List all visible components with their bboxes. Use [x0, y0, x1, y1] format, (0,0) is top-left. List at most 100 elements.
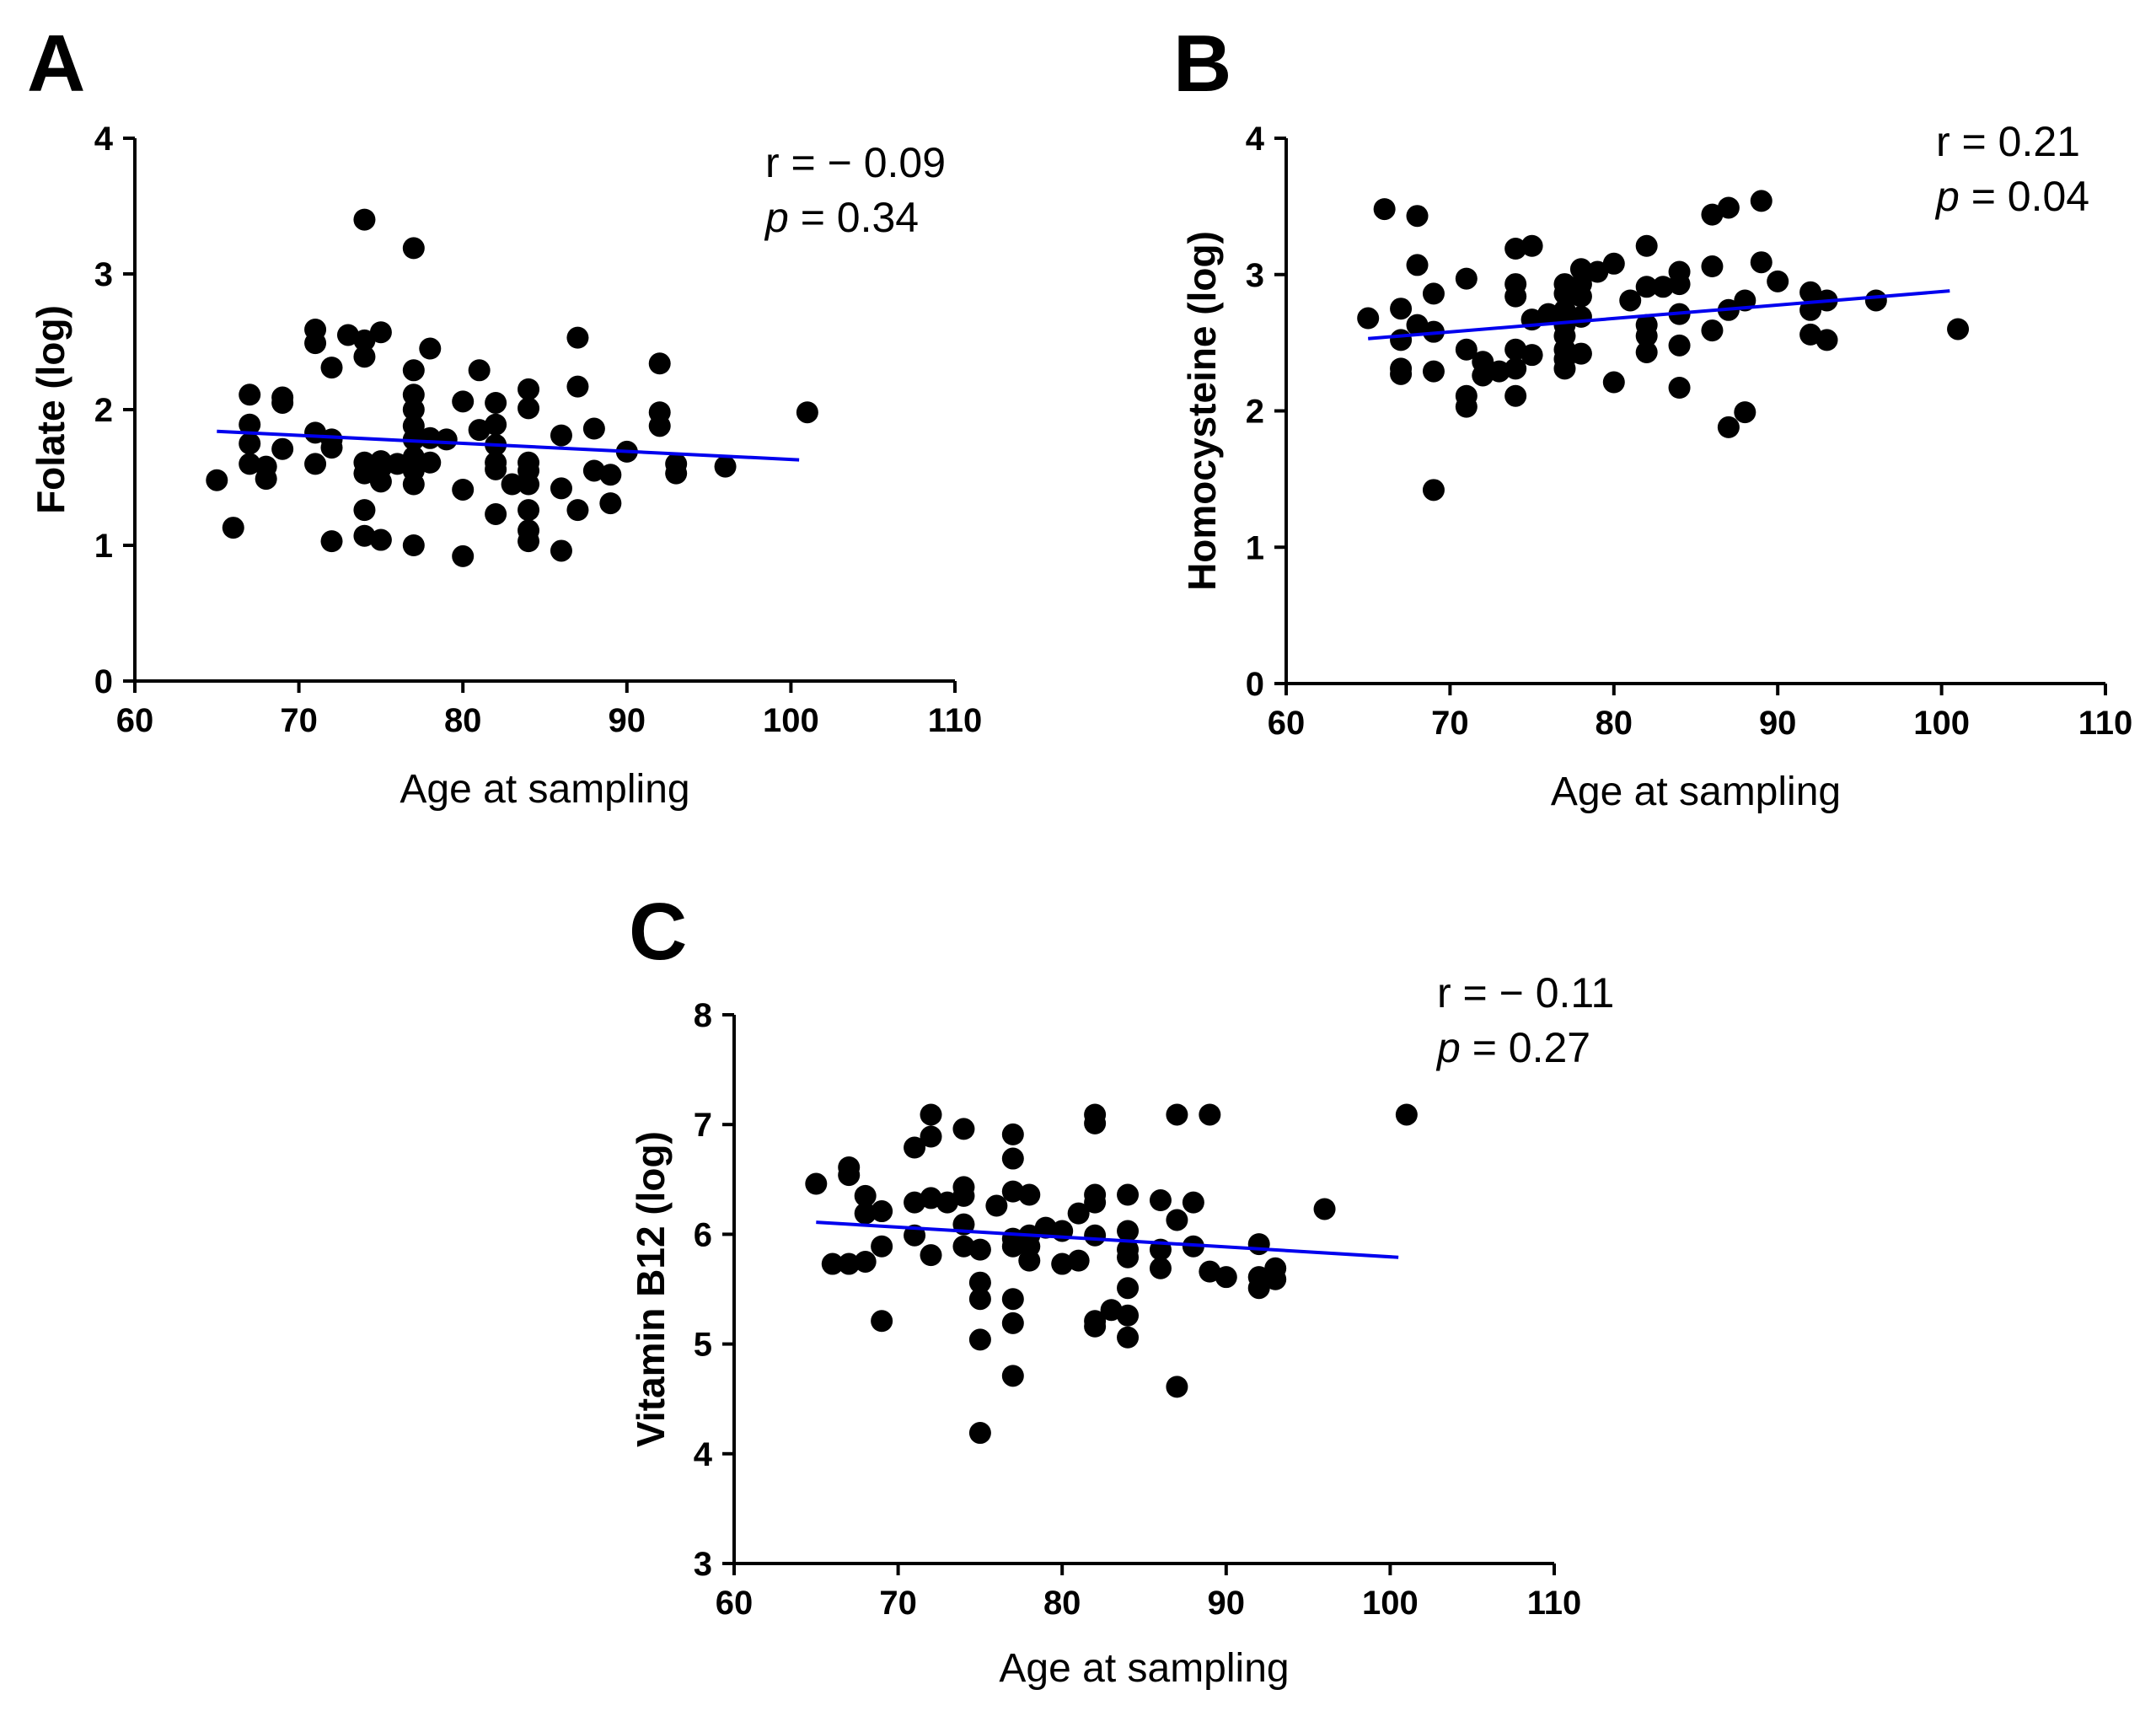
x-tick-label: 100 — [1913, 705, 1970, 742]
data-point — [452, 390, 475, 413]
data-point — [1635, 341, 1658, 363]
x-tick-label: 100 — [1362, 1585, 1419, 1622]
data-point — [1701, 319, 1724, 342]
data-point — [920, 1125, 942, 1148]
data-point — [1001, 1365, 1024, 1387]
data-point — [1067, 1202, 1090, 1225]
y-tick-label: 2 — [94, 392, 113, 429]
x-axis-title: Age at sampling — [1551, 770, 1841, 814]
data-point — [1406, 254, 1429, 276]
data-point — [1422, 479, 1445, 502]
data-point — [1520, 234, 1543, 257]
data-point — [419, 451, 442, 474]
data-point — [648, 352, 671, 375]
data-point — [805, 1172, 828, 1195]
data-point — [968, 1238, 991, 1261]
data-point — [1247, 1277, 1270, 1300]
x-axis-title: Age at sampling — [999, 1646, 1289, 1691]
data-point — [485, 458, 507, 480]
data-point — [1488, 360, 1510, 383]
panel-letter: A — [27, 19, 85, 109]
data-point — [452, 478, 475, 501]
data-point — [485, 413, 507, 436]
data-point — [599, 464, 622, 486]
data-point — [1373, 198, 1396, 221]
data-point — [550, 477, 572, 500]
data-point — [968, 1422, 991, 1445]
data-point — [854, 1202, 877, 1225]
data-point — [1717, 196, 1740, 219]
data-point — [1553, 282, 1576, 305]
data-point — [1668, 377, 1691, 400]
p-value-annotation: p = 0.27 — [1435, 1024, 1590, 1071]
data-point — [936, 1191, 958, 1214]
data-point — [1504, 357, 1527, 380]
data-point — [871, 1310, 893, 1333]
data-point — [1652, 276, 1675, 298]
x-tick-label: 70 — [280, 702, 318, 739]
data-point — [1553, 298, 1576, 321]
data-point — [1569, 342, 1592, 365]
x-tick-label: 60 — [1268, 705, 1306, 742]
data-point — [1390, 298, 1413, 320]
x-tick-label: 60 — [116, 702, 154, 739]
data-point — [566, 326, 589, 349]
data-point — [1455, 267, 1478, 290]
data-point — [838, 1252, 861, 1275]
y-tick-label: 1 — [94, 528, 113, 565]
x-tick-label: 60 — [716, 1585, 754, 1622]
data-point — [304, 421, 327, 444]
data-point — [1422, 282, 1445, 305]
data-point — [1215, 1266, 1237, 1289]
data-point — [1520, 344, 1543, 367]
x-tick-label: 110 — [2078, 705, 2133, 742]
data-point — [968, 1328, 991, 1351]
data-point — [1553, 357, 1576, 380]
data-point — [1668, 334, 1691, 357]
y-tick-label: 3 — [694, 1546, 712, 1583]
data-point — [550, 539, 572, 562]
data-point — [452, 544, 475, 567]
data-point — [1422, 360, 1445, 383]
data-point — [518, 378, 540, 400]
data-point — [239, 453, 261, 475]
data-point — [1406, 314, 1429, 336]
data-point — [1117, 1277, 1140, 1300]
x-tick-label: 70 — [879, 1585, 917, 1622]
data-point — [518, 473, 540, 496]
data-point — [1117, 1246, 1140, 1268]
p-value-annotation: p = 0.34 — [764, 194, 919, 241]
x-tick-label: 90 — [1208, 1585, 1246, 1622]
data-point — [468, 359, 491, 382]
data-point — [1668, 273, 1691, 296]
y-tick-label: 6 — [694, 1216, 712, 1253]
data-point — [920, 1244, 942, 1267]
data-point — [1569, 305, 1592, 328]
x-tick-label: 100 — [763, 702, 819, 739]
data-point — [1717, 416, 1740, 438]
data-point — [435, 428, 458, 451]
x-tick-label: 90 — [1759, 705, 1797, 742]
x-tick-label: 110 — [1527, 1585, 1582, 1622]
data-point — [1034, 1216, 1057, 1239]
data-point — [1117, 1326, 1140, 1349]
data-point — [518, 397, 540, 420]
data-point — [485, 391, 507, 414]
data-point — [304, 453, 327, 475]
data-point — [1504, 238, 1527, 260]
p-value-annotation: p = 0.04 — [1934, 173, 2089, 220]
r-value-annotation: r = − 0.11 — [1437, 969, 1614, 1016]
data-point — [582, 459, 605, 482]
data-point — [599, 492, 622, 515]
data-point — [1084, 1315, 1107, 1338]
panel-letter: B — [1173, 19, 1231, 109]
data-point — [518, 530, 540, 553]
data-point — [1084, 1112, 1107, 1134]
data-point — [239, 413, 261, 436]
y-axis-title: Vitamin B12 (log) — [629, 1131, 673, 1447]
data-point — [1117, 1183, 1140, 1206]
data-point — [1018, 1249, 1041, 1272]
data-point — [518, 499, 540, 522]
data-point — [566, 499, 589, 522]
